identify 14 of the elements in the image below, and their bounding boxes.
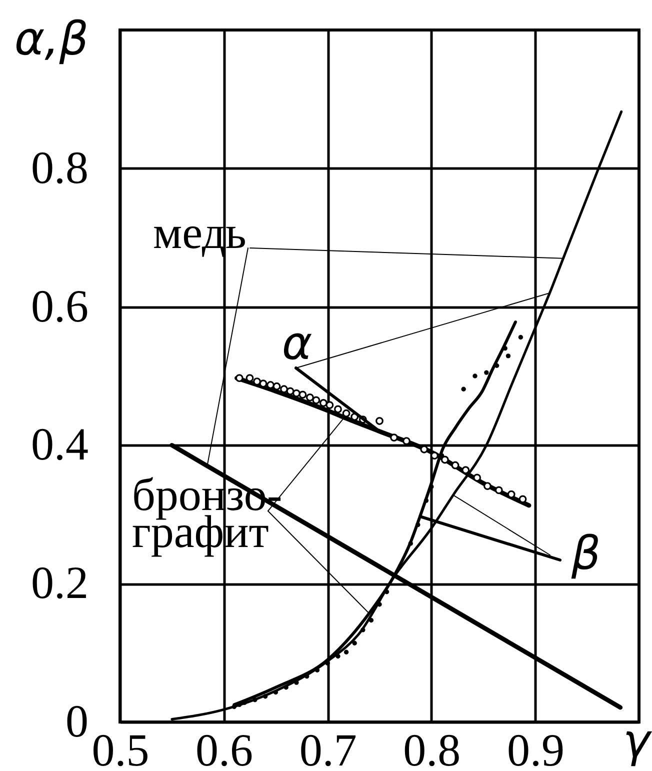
- x-tick-label: 0.8: [403, 724, 461, 771]
- y-tick-label: 0.8: [31, 142, 88, 193]
- y-tick-label: 0.2: [31, 557, 88, 608]
- x-axis-title: γ: [622, 714, 652, 768]
- y-tick-label: 0.4: [31, 418, 88, 470]
- annotation: β: [570, 526, 601, 580]
- y-axis-title: α,β: [14, 12, 89, 66]
- x-tick-label: 0.9: [506, 724, 564, 771]
- x-tick-label: 0.5: [92, 724, 150, 771]
- annotation: α: [282, 316, 312, 370]
- x-tick-label: 0.6: [196, 724, 254, 771]
- y-tick-label: 0: [66, 696, 88, 746]
- x-tick-label: 0.7: [299, 724, 357, 771]
- y-tick-label: 0.6: [31, 280, 88, 332]
